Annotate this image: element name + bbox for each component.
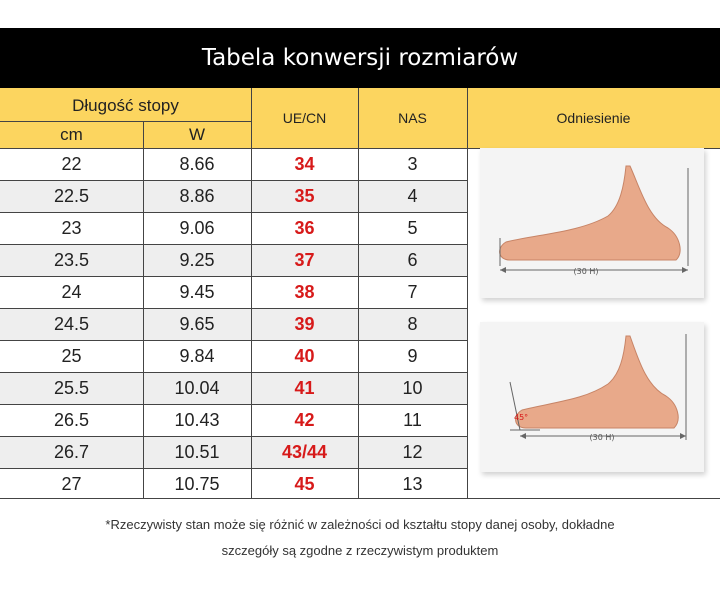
size-eu-cell: 45 — [294, 473, 315, 494]
foot-side-view-icon: (30 H) — [499, 165, 689, 276]
size-eu-cell: 37 — [294, 249, 315, 270]
size-eu-cell: 42 — [294, 409, 315, 430]
table-row: 26.7 10.51 43/44 12 — [0, 436, 467, 468]
table-row: 26.5 10.43 42 11 — [0, 404, 467, 436]
grid-line — [0, 148, 720, 149]
size-eu-cell: 36 — [294, 217, 315, 238]
measure-label: (30 H) — [590, 433, 615, 442]
size-us-cell: 10 — [402, 377, 423, 398]
page-title: Tabela konwersji rozmiarów — [0, 28, 720, 88]
size-w-cell: 9.84 — [179, 345, 215, 366]
size-w-cell: 9.25 — [179, 249, 215, 270]
table-row: 22.5 8.86 35 4 — [0, 180, 467, 212]
size-eu-cell: 43/44 — [281, 441, 328, 462]
size-cm-cell: 25 — [61, 345, 82, 366]
footnote-line-2: szczegóły są zgodne z rzeczywistym produ… — [221, 543, 499, 558]
size-cm-cell: 24.5 — [53, 313, 90, 334]
size-eu-cell: 34 — [294, 153, 315, 174]
table-row: 25 9.84 40 9 — [0, 340, 467, 372]
header-us: NAS — [398, 110, 427, 126]
grid-line — [0, 498, 720, 499]
measure-label: (30 H) — [574, 267, 599, 276]
header-cm: cm — [60, 125, 83, 144]
size-eu-cell: 38 — [294, 281, 315, 302]
size-w-cell: 10.04 — [174, 377, 220, 398]
table-header — [0, 88, 720, 148]
size-eu-cell: 39 — [294, 313, 315, 334]
size-us-cell: 3 — [407, 153, 418, 174]
size-cm-cell: 23.5 — [53, 249, 90, 270]
grid-line — [467, 88, 468, 498]
size-cm-cell: 23 — [61, 217, 82, 238]
size-us-cell: 11 — [403, 409, 422, 430]
size-w-cell: 9.06 — [179, 217, 215, 238]
size-w-cell: 9.65 — [179, 313, 215, 334]
foot-reference-image-2: 45° (30 H) — [480, 322, 704, 472]
size-us-cell: 6 — [407, 249, 418, 270]
size-us-cell: 9 — [407, 345, 418, 366]
footnote: *Rzeczywisty stan może się różnić w zale… — [0, 512, 720, 564]
size-cm-cell: 26.7 — [53, 441, 90, 462]
grid-line — [0, 468, 467, 469]
grid-line — [0, 340, 467, 341]
size-cm-cell: 22 — [61, 153, 82, 174]
size-w-cell: 9.45 — [179, 281, 215, 302]
grid-line — [0, 276, 467, 277]
header-reference: Odniesienie — [556, 110, 631, 126]
header-w: W — [188, 125, 206, 144]
grid-line — [143, 122, 144, 498]
size-us-cell: 5 — [407, 217, 418, 238]
table-row: 23.5 9.25 37 6 — [0, 244, 467, 276]
foot-angle-view-icon: 45° (30 H) — [509, 334, 687, 442]
grid-line — [0, 308, 467, 309]
grid-line — [358, 88, 359, 498]
size-eu-cell: 41 — [294, 377, 315, 398]
table-row: 25.5 10.04 41 10 — [0, 372, 467, 404]
size-us-cell: 13 — [402, 473, 423, 494]
grid-line — [0, 404, 467, 405]
size-eu-cell: 35 — [294, 185, 315, 206]
size-cm-cell: 26.5 — [53, 409, 90, 430]
grid-line — [0, 372, 467, 373]
size-w-cell: 8.86 — [179, 185, 215, 206]
header-divider — [0, 121, 251, 122]
size-w-cell: 8.66 — [179, 153, 215, 174]
grid-line — [0, 180, 467, 181]
size-eu-cell: 40 — [294, 345, 315, 366]
header-foot-length: Długość stopy — [72, 96, 179, 115]
table-row: 24.5 9.65 39 8 — [0, 308, 467, 340]
grid-line — [0, 212, 467, 213]
size-us-cell: 4 — [407, 185, 418, 206]
size-cm-cell: 22.5 — [53, 185, 90, 206]
size-cm-cell: 24 — [61, 281, 82, 302]
angle-label: 45° — [514, 413, 528, 422]
size-us-cell: 7 — [407, 281, 418, 302]
size-us-cell: 8 — [407, 313, 418, 334]
size-cm-cell: 27 — [61, 473, 82, 494]
size-us-cell: 12 — [402, 441, 423, 462]
size-cm-cell: 25.5 — [53, 377, 90, 398]
size-w-cell: 10.51 — [174, 441, 220, 462]
grid-line — [0, 244, 467, 245]
table-row: 24 9.45 38 7 — [0, 276, 467, 308]
table-row: 22 8.66 34 3 — [0, 148, 467, 180]
table-row: 23 9.06 36 5 — [0, 212, 467, 244]
footnote-line-1: *Rzeczywisty stan może się różnić w zale… — [105, 517, 615, 532]
size-w-cell: 10.75 — [174, 473, 220, 494]
table-row: 27 10.75 45 13 — [0, 468, 467, 500]
grid-line — [0, 436, 467, 437]
size-w-cell: 10.43 — [174, 409, 220, 430]
header-eu-cn: UE/CN — [282, 110, 327, 126]
foot-reference-image-1: (30 H) — [480, 148, 704, 298]
grid-line — [251, 88, 252, 498]
